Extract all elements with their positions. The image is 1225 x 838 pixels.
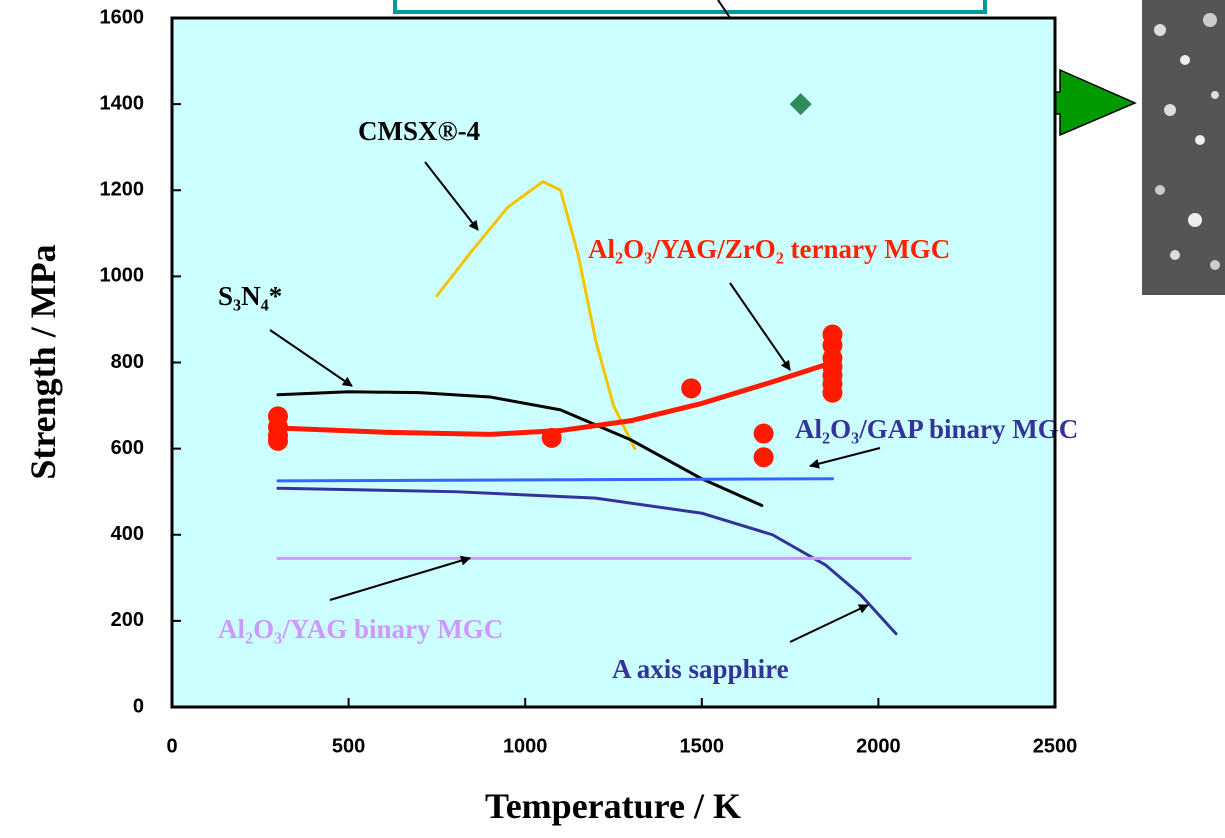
series-label: Al₂O₃/YAG binary MGC: [218, 614, 503, 644]
series-label: S₃N₄*: [218, 281, 282, 311]
micrograph: [1142, 0, 1225, 295]
plot-area: [172, 18, 1055, 707]
x-axis-title: Temperature / K: [485, 786, 741, 826]
data-point: [822, 383, 842, 403]
x-tick-label: 1500: [680, 735, 725, 757]
series-label: Al₂O₃/GAP binary MGC: [795, 414, 1078, 444]
y-tick-label: 1000: [100, 265, 145, 287]
y-tick-label: 1400: [100, 92, 145, 114]
data-point: [754, 447, 774, 467]
x-tick-label: 500: [332, 735, 365, 757]
data-point: [542, 428, 562, 448]
x-tick-label: 1000: [503, 735, 548, 757]
y-tick-label: 800: [111, 351, 144, 373]
data-point: [754, 424, 774, 444]
y-tick-label: 200: [111, 609, 144, 631]
series-label: Al₂O₃/YAG/ZrO₂ ternary MGC: [588, 234, 950, 264]
x-tick-label: 2500: [1033, 735, 1078, 757]
x-tick-label: 0: [166, 735, 177, 757]
cropped-box: [395, 0, 985, 12]
chart: Temperature / K Strength / MPa 0 200 400 60…: [0, 0, 1225, 838]
series-label: A axis sapphire: [612, 654, 789, 684]
y-tick-label: 0: [133, 695, 144, 717]
data-point: [268, 431, 288, 451]
y-tick-label: 1200: [100, 179, 145, 201]
y-tick-label: 1600: [100, 6, 145, 28]
y-axis-title: Strength / MPa: [23, 244, 63, 479]
y-tick-label: 600: [111, 437, 144, 459]
data-point: [681, 378, 701, 398]
x-tick-label: 2000: [856, 735, 901, 757]
series-label: CMSX®-4: [358, 116, 480, 146]
y-tick-label: 400: [111, 523, 144, 545]
